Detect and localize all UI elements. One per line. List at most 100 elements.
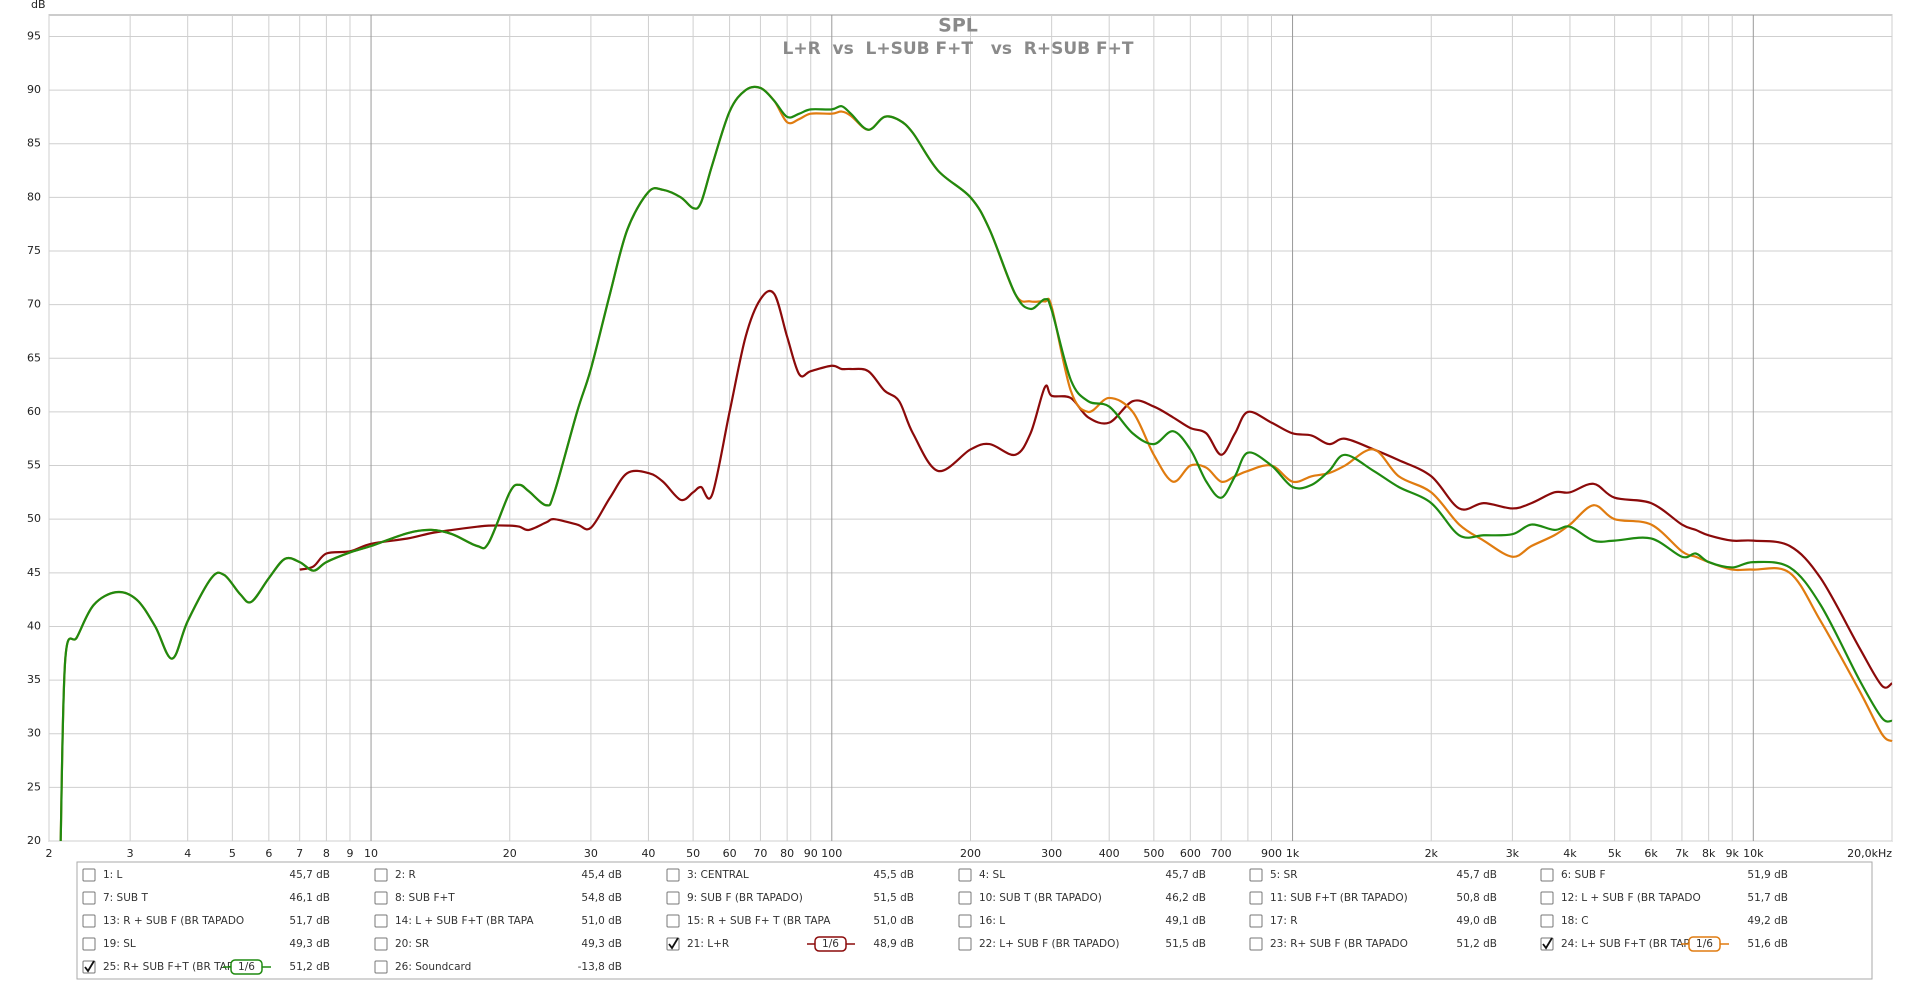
trace-level: 51,7 dB (1747, 892, 1788, 904)
smoothing-badge[interactable] (230, 959, 263, 975)
checkbox[interactable] (1540, 868, 1554, 882)
trace-label: 4: SL (979, 869, 1005, 881)
x-tick-label: 4k (1563, 847, 1577, 860)
trace-label: 5: SR (1270, 869, 1298, 881)
checkbox[interactable] (1540, 914, 1554, 928)
trace-level: 51,0 dB (581, 915, 622, 927)
checkbox[interactable] (82, 891, 96, 905)
y-tick-label: 80 (27, 190, 41, 203)
x-tick-label: 5 (229, 847, 236, 860)
chart-title: SPL (938, 15, 978, 37)
y-tick-label: 95 (27, 29, 41, 42)
trace-level: 49,1 dB (1165, 915, 1206, 927)
x-tick-label: 900 (1261, 847, 1282, 860)
x-tick-label: 500 (1143, 847, 1164, 860)
checkbox[interactable] (374, 937, 388, 951)
x-tick-label: 2k (1425, 847, 1439, 860)
x-tick-label: 20 (503, 847, 517, 860)
chart-subtitle: L+R vs L+SUB F+T vs R+SUB F+T (783, 39, 1134, 59)
y-tick-label: 55 (27, 459, 41, 472)
trace-entry: 12: L + SUB F (BR TAPADO 51,7 dB (1540, 891, 1788, 905)
checkbox[interactable] (82, 914, 96, 928)
trace-level: 45,5 dB (873, 869, 914, 881)
x-tick-label: 100 (821, 847, 842, 860)
grid (48, 15, 1893, 842)
x-tick-label: 10 (364, 847, 378, 860)
x-tick-label: 70 (753, 847, 767, 860)
checkbox[interactable] (958, 914, 972, 928)
x-tick-label: 600 (1180, 847, 1201, 860)
checkbox[interactable] (1249, 891, 1263, 905)
checkbox[interactable] (1249, 937, 1263, 951)
trace-level: -13,8 dB (578, 961, 622, 973)
checkbox[interactable] (958, 937, 972, 951)
trace-label: 9: SUB F (BR TAPADO) (687, 892, 803, 904)
trace-level: 46,1 dB (289, 892, 330, 904)
checkbox[interactable] (374, 891, 388, 905)
x-tick-label: 9 (346, 847, 353, 860)
y-tick-label: 50 (27, 512, 41, 525)
curve (59, 85, 1893, 842)
trace-label: 11: SUB F+T (BR TAPADO) (1270, 892, 1408, 904)
trace-entry: 4: SL 45,7 dB (958, 868, 1206, 882)
trace-entry: 5: SR 45,7 dB (1249, 868, 1497, 882)
checkbox[interactable] (1540, 891, 1554, 905)
checkbox[interactable] (374, 868, 388, 882)
trace-label: 14: L + SUB F+T (BR TAPA (395, 915, 534, 927)
trace-level: 49,0 dB (1456, 915, 1497, 927)
checkbox[interactable] (1249, 914, 1263, 928)
trace-level: 51,6 dB (1747, 938, 1788, 950)
trace-entry: 2: R 45,4 dB (374, 868, 622, 882)
x-tick-label: 5k (1608, 847, 1622, 860)
x-tick-label: 9k (1726, 847, 1740, 860)
trace-label: 17: R (1270, 915, 1298, 927)
y-tick-label: 85 (27, 137, 41, 150)
y-tick-label: 60 (27, 405, 41, 418)
checkmark (84, 960, 95, 973)
trace-level: 50,8 dB (1456, 892, 1497, 904)
checkbox[interactable] (958, 891, 972, 905)
smoothing-badge[interactable] (814, 936, 847, 952)
trace-label: 1: L (103, 869, 123, 881)
x-tick-label: 80 (780, 847, 794, 860)
checkbox[interactable] (1249, 868, 1263, 882)
checkbox[interactable] (82, 868, 96, 882)
trace-label: 8: SUB F+T (395, 892, 455, 904)
trace-level: 49,3 dB (581, 938, 622, 950)
x-tick-label: 30 (584, 847, 598, 860)
trace-label: 20: SR (395, 938, 429, 950)
trace-entry: 11: SUB F+T (BR TAPADO) 50,8 dB (1249, 891, 1497, 905)
smoothing-label: 1/6 (822, 938, 839, 950)
x-tick-label: 3k (1506, 847, 1520, 860)
trace-entry: 22: L+ SUB F (BR TAPADO) 51,5 dB (958, 937, 1206, 951)
y-tick-label: 25 (27, 780, 41, 793)
trace-level: 48,9 dB (873, 938, 914, 950)
trace-level: 51,2 dB (1456, 938, 1497, 950)
trace-entry: 8: SUB F+T 54,8 dB (374, 891, 622, 905)
smoothing-badge[interactable] (1688, 936, 1721, 952)
x-tick-label: 300 (1041, 847, 1062, 860)
checkbox[interactable] (958, 868, 972, 882)
checkbox[interactable] (666, 868, 680, 882)
x-tick-label: 40 (641, 847, 655, 860)
trace-list: 1: L 45,7 dB 2: R 45,4 dB 3: CENTRAL 45,5 dB 4… (82, 868, 1788, 975)
x-tick-label: 7k (1675, 847, 1689, 860)
checkmark (1542, 937, 1553, 950)
checkbox[interactable] (374, 914, 388, 928)
checkbox[interactable] (82, 937, 96, 951)
x-tick-label: 10k (1743, 847, 1764, 860)
smoothing-label: 1/6 (238, 961, 255, 973)
trace-label: 15: R + SUB F+ T (BR TAPA (687, 915, 831, 927)
trace-label: 13: R + SUB F (BR TAPADO (103, 915, 244, 927)
checkbox[interactable] (374, 960, 388, 974)
trace-entry: 3: CENTRAL 45,5 dB (666, 868, 914, 882)
x-tick-label: 20,0kHz (1847, 847, 1892, 860)
trace-label: 24: L+ SUB F+T (BR TAPAI (1561, 938, 1699, 950)
x-tick-label: 90 (804, 847, 818, 860)
checkbox[interactable] (666, 891, 680, 905)
x-tick-label: 6k (1644, 847, 1658, 860)
trace-level: 51,5 dB (873, 892, 914, 904)
checkbox[interactable] (666, 914, 680, 928)
x-tick-label: 50 (686, 847, 700, 860)
